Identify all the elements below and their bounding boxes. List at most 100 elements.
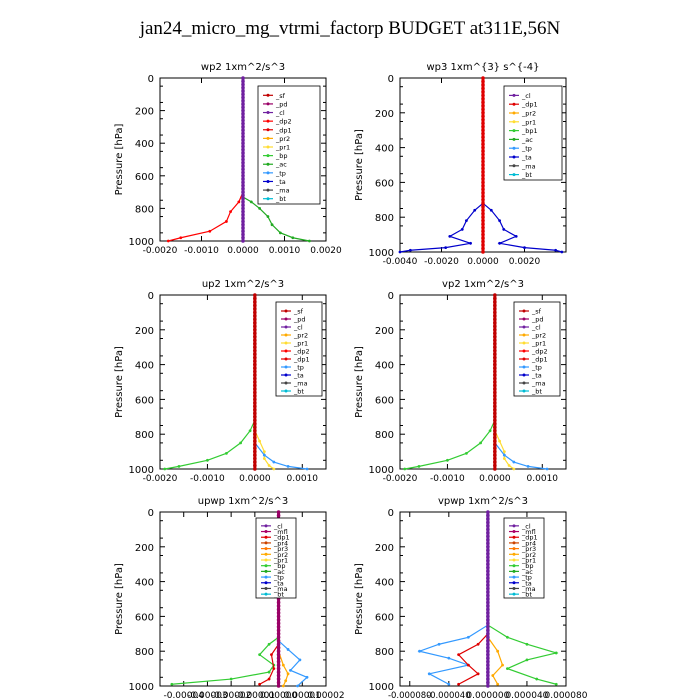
legend-label: _ac	[273, 568, 285, 576]
legend-marker	[522, 325, 526, 329]
zero-profile-point	[253, 401, 257, 405]
zero-profile-point	[486, 673, 490, 678]
zero-profile-point	[481, 79, 485, 84]
legend-label: _tp	[531, 364, 542, 372]
zero-profile-point	[253, 328, 257, 332]
legend-label: _pr4	[273, 539, 288, 547]
zero-profile-point	[493, 293, 497, 297]
legend-marker	[522, 389, 526, 393]
legend-label: _tp	[293, 364, 304, 372]
legend-label: _bp	[273, 562, 286, 570]
legend-marker	[512, 120, 516, 124]
zero-profile-point	[241, 76, 245, 80]
zero-profile-point	[486, 524, 490, 528]
legend-label: _ta	[275, 178, 286, 186]
legend-marker	[266, 171, 270, 175]
series-line-ta	[482, 78, 563, 253]
legend-box	[513, 301, 561, 397]
legend-marker	[512, 524, 516, 528]
zero-profile-point	[253, 300, 257, 304]
y-tick-label: 1000	[369, 682, 394, 693]
zero-profile-point	[481, 142, 485, 146]
zero-profile-point	[276, 611, 281, 615]
zero-profile-point	[481, 170, 485, 174]
y-tick-label: 600	[375, 178, 394, 189]
chart-panel-4: vp2 1xm^2/s^3 Pressure [hPa] 0 200 400 600 800…	[354, 279, 567, 484]
zero-profile-point	[253, 359, 257, 363]
y-axis-label: Pressure [hPa]	[114, 124, 125, 196]
series-point-bp	[267, 642, 271, 646]
legend-marker	[512, 558, 516, 562]
legend-marker	[512, 535, 516, 539]
plot-frame	[399, 511, 567, 687]
legend-marker	[284, 349, 288, 353]
series-point-ac	[258, 207, 261, 210]
series-point-bp	[525, 658, 529, 662]
zero-profile-point	[486, 684, 490, 688]
series-point-ta	[408, 248, 412, 252]
zero-profile-point	[276, 635, 281, 640]
zero-profile-point	[241, 235, 245, 240]
zero-profile-point	[481, 173, 485, 178]
zero-profile-point	[241, 177, 245, 181]
series-point-ta	[460, 227, 464, 231]
legend-label: _ta	[521, 154, 532, 162]
legend-label: _pr2	[293, 332, 308, 340]
legend-label: _dp1	[521, 101, 538, 109]
legend-marker	[284, 341, 288, 345]
zero-profile-point	[486, 569, 490, 573]
legend-label: _pr2	[275, 135, 290, 143]
series-point-ta	[498, 241, 501, 245]
zero-profile-point	[493, 328, 497, 332]
zero-profile-point	[493, 362, 497, 367]
zero-profile-point	[486, 555, 490, 560]
chart-title: vp2 1xm^2/s^3	[442, 279, 524, 290]
series-point-bp	[403, 467, 407, 471]
zero-profile-point	[253, 293, 257, 297]
zero-profile-point	[253, 362, 257, 367]
legend-label: _pr1	[275, 144, 290, 152]
zero-profile-point	[241, 144, 245, 149]
legend-label: _ma	[531, 380, 546, 388]
zero-profile-point	[276, 680, 281, 685]
series-point-ac	[266, 215, 270, 218]
zero-profile-point	[241, 121, 245, 126]
zero-profile-point	[486, 663, 490, 667]
zero-profile-point	[276, 625, 281, 629]
y-tick-label: 0	[388, 291, 394, 302]
series-point-dp1	[270, 653, 273, 657]
y-tick-label: 600	[135, 612, 154, 623]
zero-profile-point	[481, 149, 485, 153]
zero-profile-point	[481, 83, 485, 87]
zero-profile-point	[486, 597, 490, 601]
legend-marker	[522, 381, 526, 385]
legend-marker	[264, 547, 268, 551]
chart-panel-2: wp3 1xm^{3} s^{-4} Pressure [hPa] 0 200 400 6…	[354, 62, 567, 267]
zero-profile-point	[493, 408, 497, 412]
series-line-tp	[417, 512, 489, 685]
series-point-bp	[465, 451, 468, 455]
series-point-pr2	[284, 679, 288, 683]
zero-profile-point	[486, 600, 490, 605]
legend-label: _dp2	[531, 348, 548, 356]
chart-title: vpwp 1xm^2/s^3	[438, 496, 528, 507]
zero-profile-point	[276, 666, 281, 671]
x-tick-label: -0.000040	[427, 691, 471, 700]
zero-profile-point	[481, 114, 485, 119]
series-point-tp	[502, 453, 506, 457]
zero-profile-point	[486, 579, 490, 584]
zero-profile-point	[253, 338, 257, 343]
zero-profile-point	[253, 408, 257, 412]
y-tick-label: 200	[135, 543, 154, 554]
series-point-bp	[229, 677, 233, 681]
legend-marker	[264, 541, 268, 545]
x-tick-label: -0.0020	[424, 257, 459, 267]
series-point-ta	[398, 250, 402, 254]
legend-marker	[284, 389, 288, 393]
zero-profile-point	[486, 656, 490, 660]
zero-profile-point	[253, 415, 257, 419]
legend-label: _bt	[521, 591, 532, 599]
legend-box	[257, 85, 321, 205]
chart-title: wp2 1xm^2/s^3	[201, 62, 285, 73]
zero-profile-point	[486, 604, 490, 608]
